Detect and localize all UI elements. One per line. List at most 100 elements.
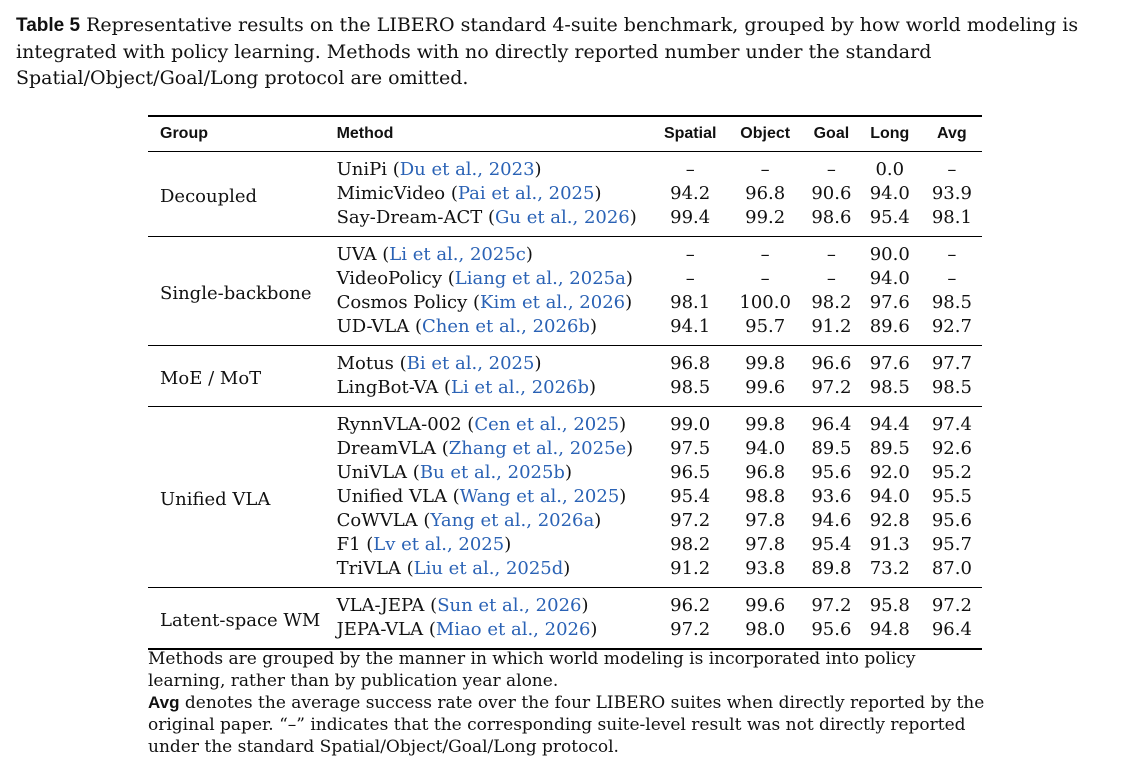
object-value: 95.7 (745, 316, 786, 337)
method-name: LingBot-VA (336, 377, 439, 398)
citation-link[interactable]: Chen et al., 2026b (422, 316, 590, 337)
spatial-value: 99.4 (670, 207, 711, 228)
object-value: 96.8 (745, 462, 786, 483)
avg-value: 92.7 (931, 316, 972, 337)
table-row: Decoupled UniPi (Du et al., 2023) – – – 0.0 – (148, 152, 982, 207)
citation-link[interactable]: Gu et al., 2026 (495, 207, 630, 228)
object-value: 99.8 (745, 353, 786, 374)
method-name: DreamVLA (336, 438, 437, 459)
method-cell: VLA-JEPA (Sun et al., 2026) (336, 595, 589, 616)
method-cell: TriVLA (Liu et al., 2025d) (336, 558, 571, 579)
method-name: JEPA-VLA (336, 619, 424, 640)
goal-value: 97.2 (811, 595, 852, 616)
goal-value: 91.2 (811, 316, 852, 337)
object-value: 98.8 (745, 486, 786, 507)
citation-link[interactable]: Liang et al., 2025a (454, 268, 626, 289)
citation-link[interactable]: Du et al., 2023 (399, 159, 535, 180)
citation-link[interactable]: Bi et al., 2025 (406, 353, 535, 374)
object-value: 99.6 (745, 595, 786, 616)
method-cell: LingBot-VA (Li et al., 2026b) (336, 377, 597, 398)
citation-link[interactable]: Wang et al., 2025 (459, 486, 620, 507)
method-name: F1 (336, 534, 361, 555)
spatial-value: 95.4 (670, 486, 711, 507)
method-cell: RynnVLA-002 (Cen et al., 2025) (336, 414, 627, 435)
group-section: Unified VLA RynnVLA-002 (Cen et al., 2025… (148, 407, 982, 588)
method-cell: JEPA-VLA (Miao et al., 2026) (336, 619, 598, 640)
spatial-value: 94.1 (670, 316, 711, 337)
object-value: – (760, 244, 770, 265)
avg-value: 96.4 (931, 619, 972, 640)
goal-value: 96.4 (811, 414, 852, 435)
goal-value: – (826, 159, 836, 180)
method-cell: UD-VLA (Chen et al., 2026b) (336, 316, 597, 337)
object-value: 94.0 (745, 438, 786, 459)
goal-value: 96.6 (811, 353, 852, 374)
table-row: JEPA-VLA (Miao et al., 2026) 97.2 98.0 95.6… (148, 618, 982, 649)
citation-link[interactable]: Pai et al., 2025 (457, 183, 595, 204)
table-row: VideoPolicy (Liang et al., 2025a) – – – 94.0… (148, 267, 982, 291)
method-cell: Cosmos Policy (Kim et al., 2026) (336, 292, 633, 313)
citation-link[interactable]: Miao et al., 2026 (435, 619, 591, 640)
citation-link[interactable]: Cen et al., 2025 (474, 414, 620, 435)
avg-value: 97.7 (931, 353, 972, 374)
table-header: Group Method Spatial Object Goal Long Av… (148, 116, 982, 152)
table-row: DreamVLA (Zhang et al., 2025e) 97.5 94.0 89… (148, 437, 982, 461)
table-row: Single-backbone UVA (Li et al., 2025c) – – –… (148, 237, 982, 304)
goal-value: 89.8 (811, 558, 852, 579)
goal-value: – (826, 268, 836, 289)
table-row: Unified VLA RynnVLA-002 (Cen et al., 2025… (148, 407, 982, 510)
header-row: Group Method Spatial Object Goal Long Av… (148, 116, 982, 152)
group-section: Single-backbone UVA (Li et al., 2025c) – – –… (148, 237, 982, 346)
method-name: UVA (336, 244, 377, 265)
avg-value: 98.5 (931, 377, 972, 398)
method-cell: UniVLA (Bu et al., 2025b) (336, 462, 572, 483)
group-name: Single-backbone (160, 283, 312, 304)
citation-link[interactable]: Sun et al., 2026 (437, 595, 582, 616)
spatial-value: 98.1 (670, 292, 711, 313)
header-object: Object (740, 125, 791, 142)
goal-value: 93.6 (811, 486, 852, 507)
group-section: Decoupled UniPi (Du et al., 2023) – – –0.0– M… (148, 152, 982, 237)
goal-value: 90.6 (811, 183, 852, 204)
goal-value: 98.6 (811, 207, 852, 228)
avg-value: 97.2 (931, 595, 972, 616)
avg-value: 97.4 (931, 414, 972, 435)
citation-link[interactable]: Kim et al., 2026 (480, 292, 626, 313)
table-row: TriVLA (Liu et al., 2025d) 91.2 93.8 89.8 73… (148, 557, 982, 588)
long-value: 0.0 (875, 159, 905, 180)
citation-link[interactable]: Liu et al., 2025d (413, 558, 564, 579)
table-row: Cosmos Policy (Kim et al., 2026) 98.1 100.… (148, 291, 982, 315)
header-goal: Goal (813, 125, 850, 142)
long-value: 89.5 (869, 438, 910, 459)
citation-link[interactable]: Li et al., 2025c (389, 244, 526, 265)
note-grouping: Methods are grouped by the manner in whi… (148, 649, 916, 691)
spatial-value: – (685, 244, 695, 265)
citation-link[interactable]: Lv et al., 2025 (373, 534, 505, 555)
group-name: Unified VLA (160, 489, 271, 510)
method-cell: UVA (Li et al., 2025c) (336, 244, 533, 265)
method-name: VLA-JEPA (336, 595, 425, 616)
method-cell: Motus (Bi et al., 2025) (336, 353, 542, 374)
citation-link[interactable]: Yang et al., 2026a (430, 510, 595, 531)
method-cell: Say-Dream-ACT (Gu et al., 2026) (336, 207, 637, 228)
table-row: CoWVLA (Yang et al., 2026a) 97.2 97.8 94.6 9… (148, 509, 982, 533)
group-section: MoE / MoT Motus (Bi et al., 2025) 96.8 99.8… (148, 346, 982, 407)
table-row: F1 (Lv et al., 2025) 98.2 97.8 95.4 91.3 95.7 (148, 533, 982, 557)
spatial-value: 97.5 (670, 438, 711, 459)
table-row: Say-Dream-ACT (Gu et al., 2026) 99.4 99.2 9… (148, 206, 982, 237)
method-name: Motus (336, 353, 394, 374)
table-row: Unified VLA (Wang et al., 2025) 95.4 98.8 9… (148, 485, 982, 509)
citation-link[interactable]: Zhang et al., 2025e (448, 438, 627, 459)
header-group: Group (160, 125, 208, 142)
citation-link[interactable]: Bu et al., 2025b (419, 462, 565, 483)
avg-value: 87.0 (931, 558, 972, 579)
citation-link[interactable]: Li et al., 2026b (451, 377, 590, 398)
method-name: MimicVideo (336, 183, 446, 204)
avg-value: 95.6 (931, 510, 972, 531)
spatial-value: 97.2 (670, 619, 711, 640)
object-value: 99.6 (745, 377, 786, 398)
goal-value: 95.6 (811, 462, 852, 483)
spatial-value: – (685, 159, 695, 180)
note-avg: Avg denotes the average success rate ove… (148, 692, 988, 758)
long-value: 94.0 (869, 486, 910, 507)
